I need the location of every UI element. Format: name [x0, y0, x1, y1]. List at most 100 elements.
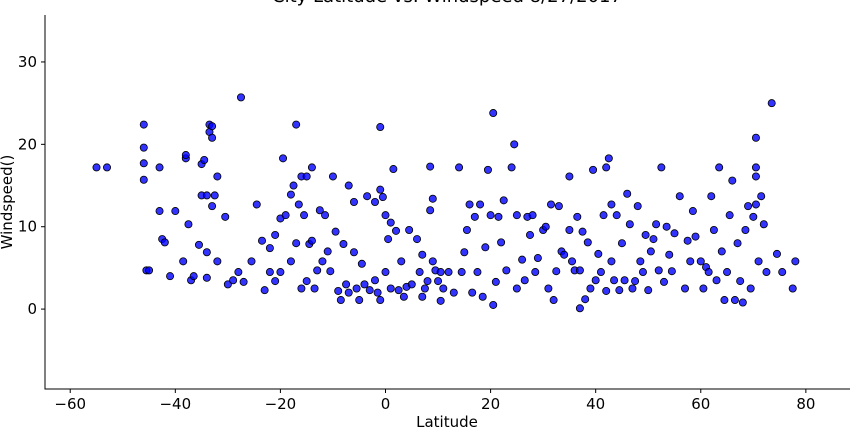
- point: [370, 197, 379, 206]
- point: [549, 296, 558, 305]
- point: [352, 284, 361, 293]
- point: [221, 212, 230, 221]
- point: [271, 230, 280, 239]
- point: [696, 257, 705, 266]
- x-tick-label: −20: [265, 395, 297, 413]
- point: [659, 277, 668, 286]
- point: [386, 218, 395, 227]
- point: [704, 268, 713, 277]
- point: [533, 254, 542, 263]
- point: [709, 226, 718, 235]
- point: [171, 207, 180, 216]
- point: [681, 284, 690, 293]
- point: [386, 284, 395, 293]
- x-axis-label: Latitude: [416, 413, 478, 431]
- point: [675, 192, 684, 201]
- point: [628, 284, 637, 293]
- point: [531, 268, 540, 277]
- point: [405, 226, 414, 235]
- x-tick-label: 20: [481, 395, 500, 413]
- point: [699, 284, 708, 293]
- point: [751, 200, 760, 209]
- point: [615, 286, 624, 295]
- point: [667, 267, 676, 276]
- point: [449, 288, 458, 297]
- point: [394, 286, 403, 295]
- point: [744, 202, 753, 211]
- point: [236, 93, 245, 102]
- point: [271, 277, 280, 286]
- point: [200, 155, 209, 164]
- point: [791, 257, 800, 266]
- point: [491, 277, 500, 286]
- point: [376, 296, 385, 305]
- point: [607, 257, 616, 266]
- point: [560, 250, 569, 259]
- point: [583, 238, 592, 247]
- point: [778, 268, 787, 277]
- point: [552, 267, 561, 276]
- point: [318, 257, 327, 266]
- point: [683, 236, 692, 245]
- point: [344, 181, 353, 190]
- point: [265, 268, 274, 277]
- point: [772, 249, 781, 258]
- point: [759, 220, 768, 229]
- point: [336, 296, 345, 305]
- point: [342, 280, 351, 289]
- point: [607, 200, 616, 209]
- x-tick-label: −40: [159, 395, 191, 413]
- point: [665, 250, 674, 259]
- point: [202, 248, 211, 257]
- point: [554, 202, 563, 211]
- point: [436, 268, 445, 277]
- point: [717, 247, 726, 256]
- point: [528, 211, 537, 220]
- point: [323, 247, 332, 256]
- point: [213, 172, 222, 181]
- point: [657, 163, 666, 172]
- point: [208, 133, 217, 142]
- point: [92, 163, 101, 172]
- x-tick-label: 60: [691, 395, 710, 413]
- point: [279, 154, 288, 163]
- point: [638, 268, 647, 277]
- point: [649, 235, 658, 244]
- point: [344, 288, 353, 297]
- point: [565, 226, 574, 235]
- point: [331, 227, 340, 236]
- point: [602, 163, 611, 172]
- point: [381, 211, 390, 220]
- point: [370, 276, 379, 285]
- point: [355, 296, 364, 305]
- point: [444, 268, 453, 277]
- point: [502, 266, 511, 275]
- point: [617, 239, 626, 248]
- point: [473, 268, 482, 277]
- point: [223, 280, 232, 289]
- point: [407, 280, 416, 289]
- point: [725, 211, 734, 220]
- point: [181, 151, 190, 160]
- point: [252, 200, 261, 209]
- point: [547, 200, 556, 209]
- point: [733, 239, 742, 248]
- point: [512, 211, 521, 220]
- point: [541, 222, 550, 231]
- point: [686, 257, 695, 266]
- point: [415, 268, 424, 277]
- point: [300, 211, 309, 220]
- point: [292, 239, 301, 248]
- point: [384, 235, 393, 244]
- point: [428, 257, 437, 266]
- point: [499, 196, 508, 205]
- point: [315, 206, 324, 215]
- point: [360, 280, 369, 289]
- point: [749, 212, 758, 221]
- point: [145, 266, 154, 275]
- point: [712, 276, 721, 285]
- point: [654, 266, 663, 275]
- point: [160, 238, 169, 247]
- point: [715, 163, 724, 172]
